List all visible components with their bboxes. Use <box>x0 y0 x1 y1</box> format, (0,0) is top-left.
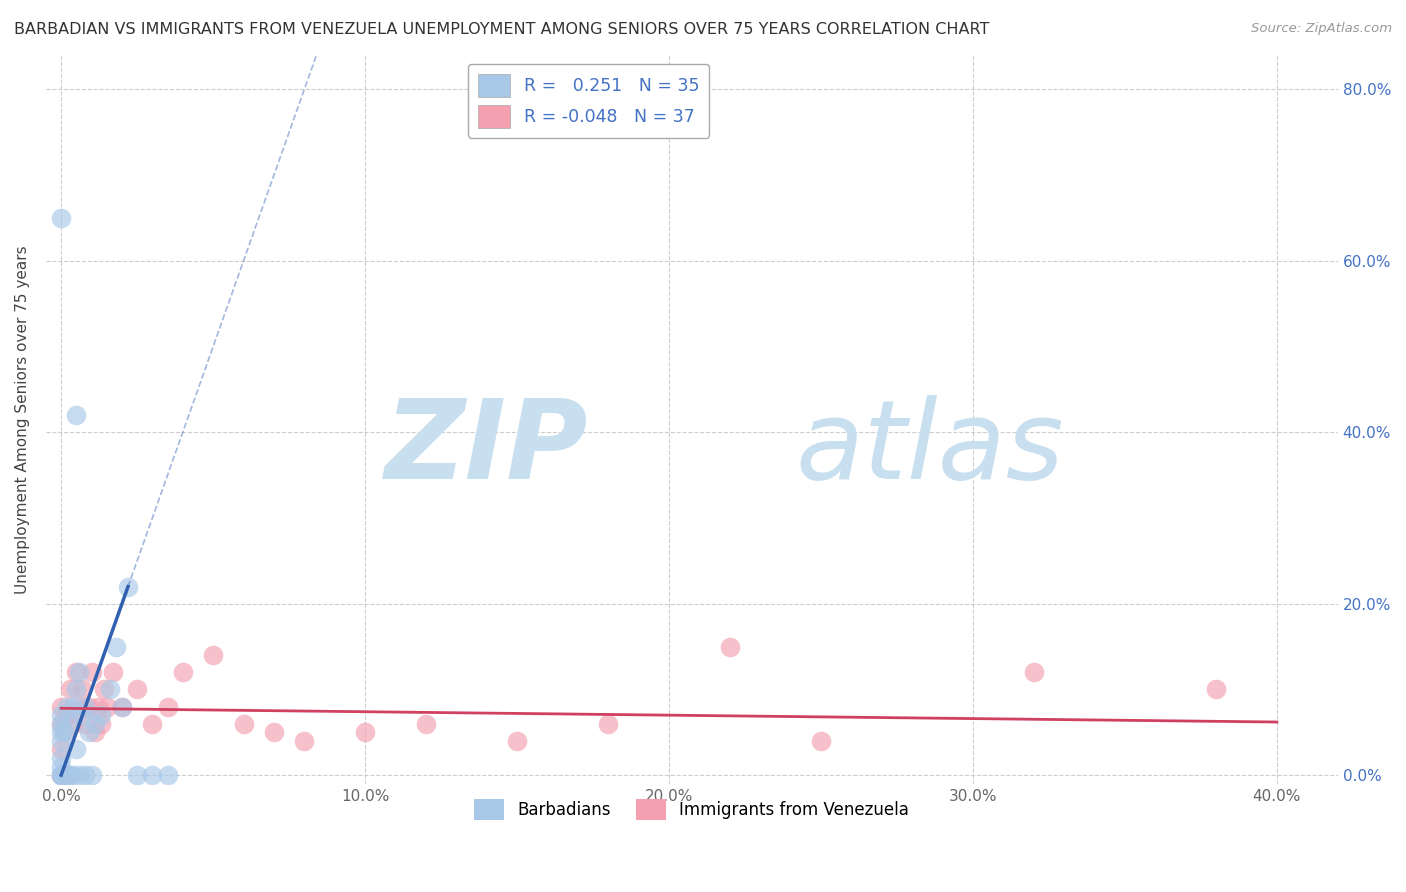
Point <box>67 768 90 782</box>
Point <box>67 699 90 714</box>
Point <box>156 768 179 782</box>
Point <box>51 716 73 731</box>
Point <box>202 648 225 662</box>
Point <box>51 716 73 731</box>
Point <box>127 682 149 697</box>
Point <box>53 768 76 782</box>
Point <box>232 716 254 731</box>
Point <box>67 665 90 680</box>
Point <box>156 699 179 714</box>
Legend: Barbadians, Immigrants from Venezuela: Barbadians, Immigrants from Venezuela <box>468 793 915 826</box>
Point <box>98 682 121 697</box>
Point <box>51 768 73 782</box>
Point <box>51 742 73 756</box>
Point <box>51 708 73 723</box>
Point <box>111 699 134 714</box>
Point <box>56 699 79 714</box>
Point <box>101 665 124 680</box>
Point <box>80 665 103 680</box>
Point <box>506 734 529 748</box>
Point <box>51 725 73 739</box>
Point <box>65 682 87 697</box>
Point <box>172 665 194 680</box>
Point <box>90 708 112 723</box>
Point <box>62 716 84 731</box>
Text: Source: ZipAtlas.com: Source: ZipAtlas.com <box>1251 22 1392 36</box>
Y-axis label: Unemployment Among Seniors over 75 years: Unemployment Among Seniors over 75 years <box>15 245 30 594</box>
Point <box>59 682 82 697</box>
Text: atlas: atlas <box>796 395 1064 502</box>
Point <box>56 708 79 723</box>
Point <box>53 725 76 739</box>
Point <box>65 408 87 422</box>
Point <box>292 734 315 748</box>
Point <box>62 768 84 782</box>
Point <box>104 640 127 654</box>
Point <box>59 716 82 731</box>
Point <box>51 768 73 782</box>
Point <box>62 699 84 714</box>
Point <box>80 768 103 782</box>
Point <box>65 742 87 756</box>
Point <box>1205 682 1227 697</box>
Point <box>59 768 82 782</box>
Point <box>83 716 105 731</box>
Point <box>1022 665 1045 680</box>
Point <box>77 725 100 739</box>
Point <box>598 716 620 731</box>
Point <box>51 768 73 782</box>
Point <box>75 768 97 782</box>
Point <box>117 580 139 594</box>
Text: BARBADIAN VS IMMIGRANTS FROM VENEZUELA UNEMPLOYMENT AMONG SENIORS OVER 75 YEARS : BARBADIAN VS IMMIGRANTS FROM VENEZUELA U… <box>14 22 990 37</box>
Point <box>56 768 79 782</box>
Point <box>96 699 118 714</box>
Point <box>141 716 163 731</box>
Point <box>93 682 115 697</box>
Point <box>141 768 163 782</box>
Point <box>53 725 76 739</box>
Point <box>51 768 73 782</box>
Point <box>127 768 149 782</box>
Text: ZIP: ZIP <box>385 395 589 502</box>
Point <box>51 211 73 225</box>
Point <box>51 699 73 714</box>
Point <box>65 665 87 680</box>
Point <box>51 751 73 765</box>
Point <box>810 734 832 748</box>
Point <box>75 699 97 714</box>
Point <box>86 699 108 714</box>
Point <box>75 716 97 731</box>
Point <box>415 716 437 731</box>
Point <box>90 716 112 731</box>
Point <box>51 759 73 773</box>
Point <box>51 734 73 748</box>
Point <box>77 699 100 714</box>
Point <box>72 708 94 723</box>
Point <box>83 725 105 739</box>
Point <box>72 682 94 697</box>
Point <box>354 725 377 739</box>
Point <box>263 725 285 739</box>
Point <box>718 640 741 654</box>
Point <box>111 699 134 714</box>
